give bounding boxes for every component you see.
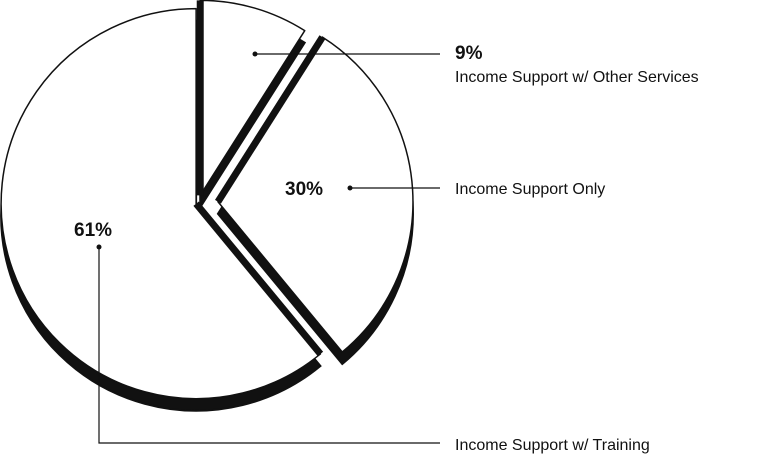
pie-slice-support-only [217,36,414,353]
pie-slice-other-services [199,0,306,197]
callout-line-training [98,247,440,444]
slice-value-label-support-only: 30% [285,179,323,200]
slice-labels: 9% Income Support w/ Other Services 30% … [74,43,699,454]
slice-value-label-training: 61% [74,220,112,241]
pie-slice-training [0,7,322,400]
slice-value-label-other-services: 9% [455,43,483,64]
slice-category-label-other-services: Income Support w/ Other Services [455,69,699,86]
pie-slice-edge-1 [215,35,326,204]
slice-category-label-training: Income Support w/ Training [455,437,650,454]
pie-slices [0,0,414,412]
slice-category-label-support-only: Income Support Only [455,181,605,198]
pie-slice-edge-2 [193,201,324,357]
